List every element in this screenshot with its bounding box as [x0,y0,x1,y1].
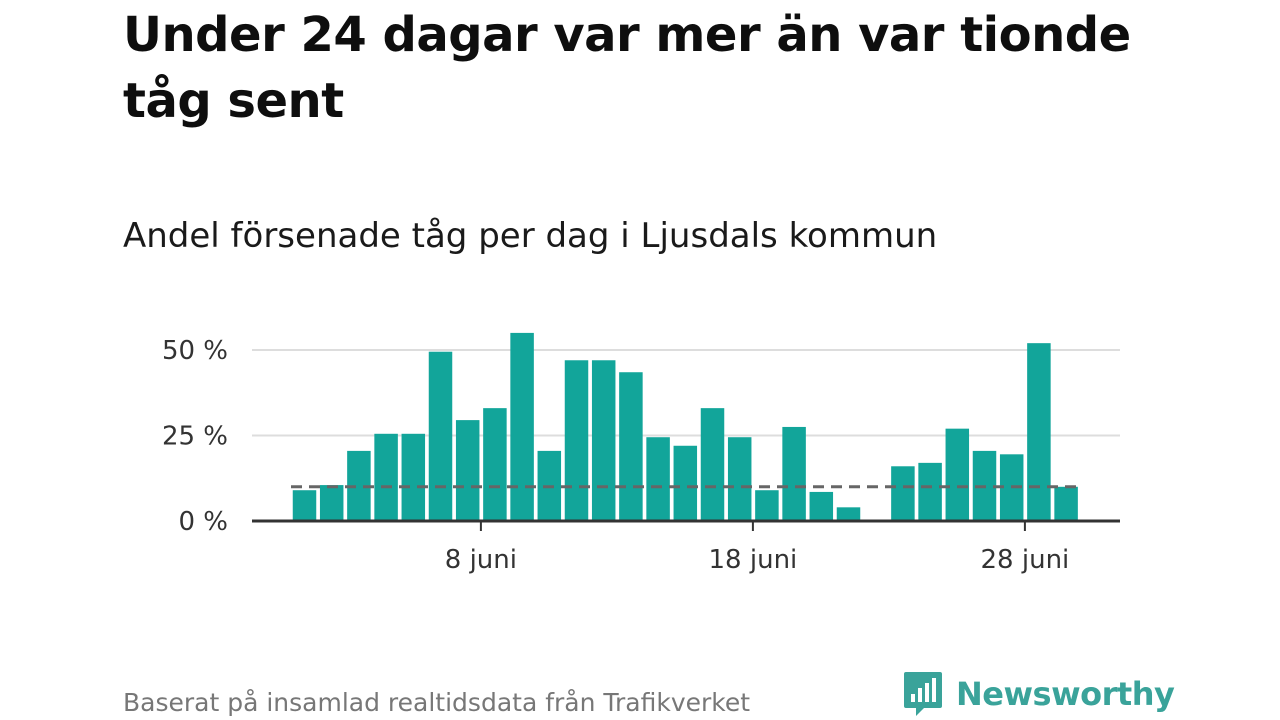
bar [727,437,752,521]
bar-chart-speech-bubble-icon [904,672,942,716]
bar [809,491,834,521]
bar [1054,486,1078,521]
bar [510,332,534,521]
bar [319,485,344,521]
chart-subtitle: Andel försenade tåg per dag i Ljusdals k… [123,216,938,256]
bar [836,507,861,521]
bar [428,351,453,521]
bar [455,420,480,521]
bar [945,428,970,521]
chart-title: Under 24 dagar var mer än var tionde tåg… [123,7,1131,129]
bar [782,426,806,521]
x-tick-label: 18 juni [709,545,798,575]
bar [700,408,725,521]
bars [292,332,1078,521]
bar [918,462,942,521]
bar [483,408,507,521]
bar [619,372,643,521]
source-note: Baserat på insamlad realtidsdata från Tr… [123,688,751,717]
x-tick-label: 8 juni [445,545,517,575]
bar [891,466,915,521]
axes: 0 % 25 % 50 % 8 juni 18 juni 28 juni [162,336,1120,575]
bar [673,445,698,521]
bar-chart: 0 % 25 % 50 % 8 juni 18 juni 28 juni [162,332,1120,575]
y-tick-label: 50 % [162,336,228,366]
bar [564,360,589,521]
brand-logo: Newsworthy [902,670,1175,718]
bar [1027,343,1051,521]
y-tick-label: 0 % [178,507,228,537]
bar [292,490,317,521]
bar [401,433,426,521]
bar [755,490,779,521]
bar [374,433,398,521]
y-tick-label: 25 % [162,422,228,452]
bar [646,437,670,521]
x-tick-label: 28 juni [981,545,1070,575]
bar [591,360,616,521]
brand-name: Newsworthy [956,675,1175,713]
grid-lines [252,349,1120,437]
bar [347,450,371,521]
